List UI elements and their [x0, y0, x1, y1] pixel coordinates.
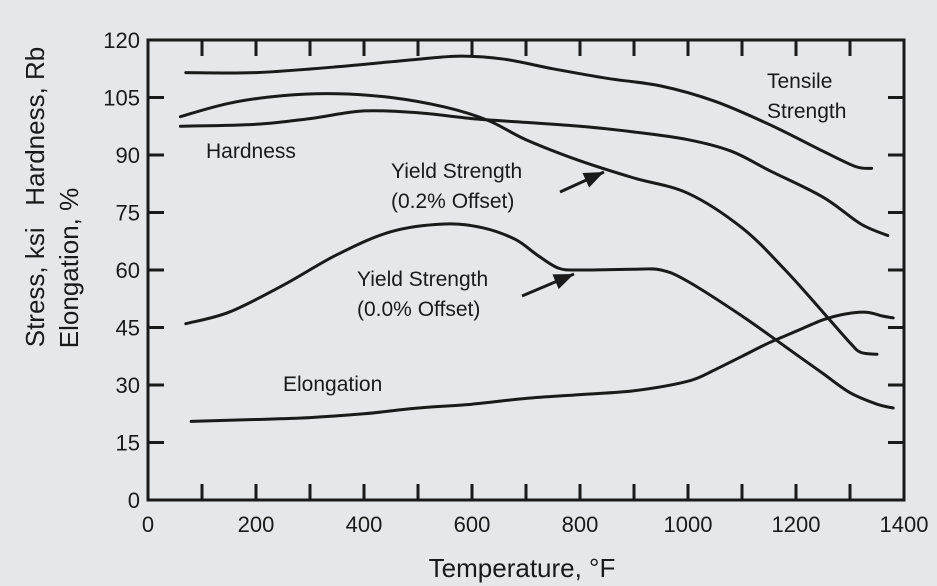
x-tick-label: 1200 — [772, 512, 821, 537]
tensile-strength-line — [184, 54, 874, 170]
y-tick-label: 60 — [116, 258, 140, 283]
x-tick-label: 0 — [142, 512, 154, 537]
y-tick-label: 45 — [116, 316, 140, 341]
x-axis-title: Temperature, °F — [429, 553, 616, 583]
y-tick-label: 0 — [128, 488, 140, 513]
ticks-group: 0 200 400 600 800 1000 1200 1400 0 15 30 45 60 75 90 10… — [103, 28, 928, 537]
yield-02-arrow-head — [582, 172, 604, 188]
yield-strength-00-line — [184, 222, 895, 410]
y-axis-title-inner: Stress, ksi Hardness, Rb — [20, 47, 50, 348]
x-tick-label: 600 — [454, 512, 491, 537]
x-tick-label: 200 — [238, 512, 275, 537]
y-tick-label: 15 — [116, 431, 140, 456]
yield-00-arrow-head — [552, 274, 574, 290]
y-tick-label: 30 — [116, 373, 140, 398]
labels-group: Tensile Strength Hardness Yield Strength (0.… — [206, 70, 846, 396]
x-tick-label: 400 — [346, 512, 383, 537]
curves-group — [178, 54, 895, 423]
hardness-line — [178, 109, 890, 237]
y-tick-label: 120 — [103, 28, 140, 53]
elongation-label: Elongation — [283, 373, 382, 396]
hardness-label: Hardness — [206, 140, 296, 163]
y-tick-label: 90 — [116, 143, 140, 168]
x-tick-label: 800 — [562, 512, 599, 537]
x-tick-label: 1000 — [664, 512, 713, 537]
y-axis-title-outer: Elongation, % — [54, 188, 84, 348]
yield-strength-02-line — [178, 92, 879, 356]
elongation-line — [189, 310, 895, 423]
tensile-strength-label: Tensile Strength — [767, 70, 846, 123]
yield-strength-00-label: Yield Strength (0.0% Offset) — [357, 268, 488, 321]
x-tick-label: 1400 — [880, 512, 929, 537]
y-tick-label: 105 — [103, 86, 140, 111]
y-tick-label: 75 — [116, 201, 140, 226]
yield-strength-02-label: Yield Strength (0.2% Offset) — [391, 160, 522, 213]
